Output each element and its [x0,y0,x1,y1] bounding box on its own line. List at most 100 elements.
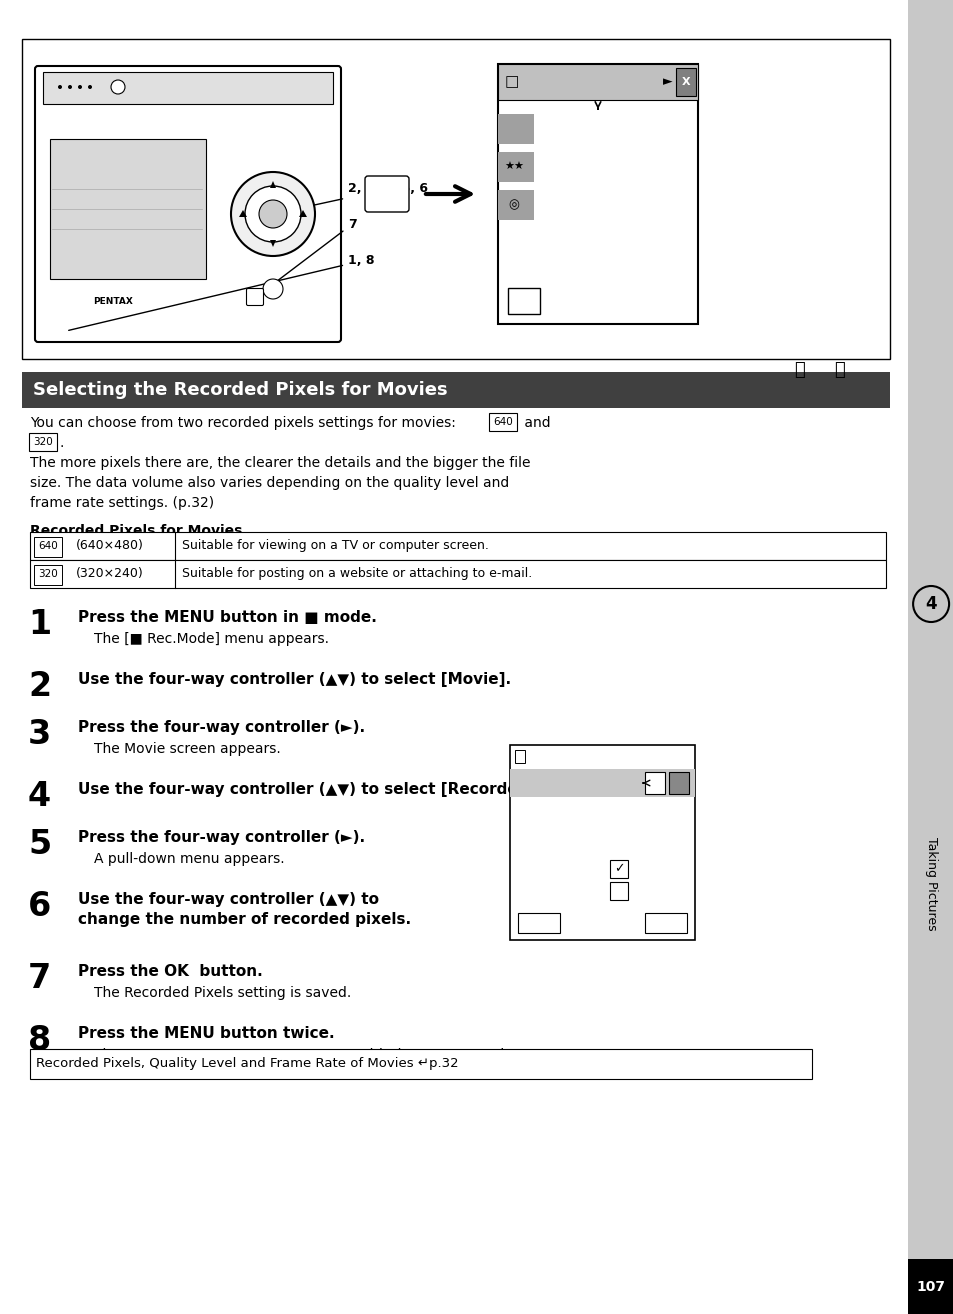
Text: ►: ► [662,75,672,88]
Text: 3: 3 [28,717,51,752]
Text: and: and [519,417,550,430]
Circle shape [258,200,287,229]
Circle shape [58,85,62,89]
Bar [644,913,686,933]
Text: Press the four-way controller (►).: Press the four-way controller (►). [78,720,365,735]
Bar [609,882,627,900]
Text: 1: 1 [28,608,51,641]
Text: Use the four-way controller (▲▼) to select [Recorded Pixels].: Use the four-way controller (▲▼) to sele… [78,782,597,798]
Circle shape [88,85,91,89]
Text: The Movie screen appears.: The Movie screen appears. [94,742,280,756]
Text: Suitable for viewing on a TV or computer screen.: Suitable for viewing on a TV or computer… [182,540,488,552]
Text: 640: 640 [38,541,58,551]
Circle shape [263,279,283,300]
Text: 🎥: 🎥 [794,361,804,378]
FancyBboxPatch shape [246,289,263,305]
Text: 6: 6 [28,890,51,922]
Text: Selecting the Recorded Pixels for Movies: Selecting the Recorded Pixels for Movies [33,381,447,399]
Circle shape [78,85,82,89]
Polygon shape [298,210,307,217]
Text: □: □ [504,75,518,89]
FancyBboxPatch shape [489,413,517,431]
Text: The Recorded Pixels setting is saved.: The Recorded Pixels setting is saved. [94,986,351,1000]
FancyBboxPatch shape [29,434,57,451]
Circle shape [245,187,301,242]
Bar [497,64,698,325]
Text: 1, 8: 1, 8 [69,255,375,330]
Text: (320×240): (320×240) [76,568,144,581]
Bar [497,114,534,145]
Text: ✓: ✓ [613,862,623,875]
Bar [30,532,885,560]
Bar [497,152,534,183]
Text: The camera returns to capture status with the current setting.: The camera returns to capture status wit… [94,1049,526,1062]
Text: Press the OK  button.: Press the OK button. [78,964,262,979]
Bar [517,913,559,933]
Bar [50,139,206,279]
Text: 640: 640 [493,417,513,427]
Text: Press the four-way controller (►).: Press the four-way controller (►). [78,830,365,845]
Bar [497,64,698,100]
Text: Press the MENU button twice.: Press the MENU button twice. [78,1026,335,1041]
FancyBboxPatch shape [34,565,62,585]
Text: 320: 320 [38,569,58,579]
Text: 7: 7 [28,962,51,995]
Circle shape [912,586,948,622]
Bar [609,859,627,878]
Text: Press the MENU button in ■ mode.: Press the MENU button in ■ mode. [78,610,376,625]
Circle shape [231,172,314,256]
Bar [510,769,695,798]
FancyArrowPatch shape [642,781,649,786]
Polygon shape [270,181,275,188]
FancyBboxPatch shape [365,176,409,212]
Text: 320: 320 [33,438,52,447]
Text: change the number of recorded pixels.: change the number of recorded pixels. [78,912,411,926]
Text: 📷: 📷 [834,361,844,378]
Text: 5: 5 [28,828,51,861]
Text: Use the four-way controller (▲▼) to: Use the four-way controller (▲▼) to [78,892,378,907]
Text: PENTAX: PENTAX [92,297,132,305]
Text: Recorded Pixels, Quality Level and Frame Rate of Movies ↵p.32: Recorded Pixels, Quality Level and Frame… [36,1058,458,1071]
Bar [510,745,695,940]
Text: 4: 4 [924,595,936,614]
Text: (640×480): (640×480) [76,540,144,552]
Text: Recorded Pixels for Movies: Recorded Pixels for Movies [30,524,242,537]
Bar [907,0,953,1314]
Text: ★★: ★★ [503,162,523,172]
FancyArrowPatch shape [425,187,470,202]
Polygon shape [239,210,247,217]
Text: 7: 7 [262,218,356,292]
Polygon shape [270,240,275,247]
Bar [30,560,885,587]
Circle shape [111,80,125,95]
Bar [22,372,889,409]
Text: 8: 8 [28,1024,51,1056]
Bar [676,68,696,96]
Text: .: . [59,436,63,449]
FancyBboxPatch shape [34,537,62,557]
Text: A pull-down menu appears.: A pull-down menu appears. [94,851,284,866]
Text: The more pixels there are, the clearer the details and the bigger the file
size.: The more pixels there are, the clearer t… [30,456,530,510]
Bar [668,773,688,794]
FancyBboxPatch shape [35,66,340,342]
Text: Suitable for posting on a website or attaching to e-mail.: Suitable for posting on a website or att… [182,568,532,581]
Text: You can choose from two recorded pixels settings for movies:: You can choose from two recorded pixels … [30,417,456,430]
Circle shape [68,85,71,89]
Bar [30,1049,811,1079]
Text: 107: 107 [916,1280,944,1294]
Bar [43,72,333,104]
Text: Use the four-way controller (▲▼) to select [Movie].: Use the four-way controller (▲▼) to sele… [78,671,511,687]
Bar [22,39,889,359]
Bar [907,1259,953,1314]
Text: The [■ Rec.Mode] menu appears.: The [■ Rec.Mode] menu appears. [94,632,329,646]
Text: Taking Pictures: Taking Pictures [923,837,937,930]
Bar [497,191,534,219]
Text: 2, 3, 4, 5, 6: 2, 3, 4, 5, 6 [275,183,428,213]
Text: ◎: ◎ [508,198,518,212]
Bar [644,773,664,794]
Text: 4: 4 [28,781,51,813]
Text: 2: 2 [28,670,51,703]
Text: X: X [681,78,690,87]
Bar [515,750,524,763]
Bar [507,288,539,314]
